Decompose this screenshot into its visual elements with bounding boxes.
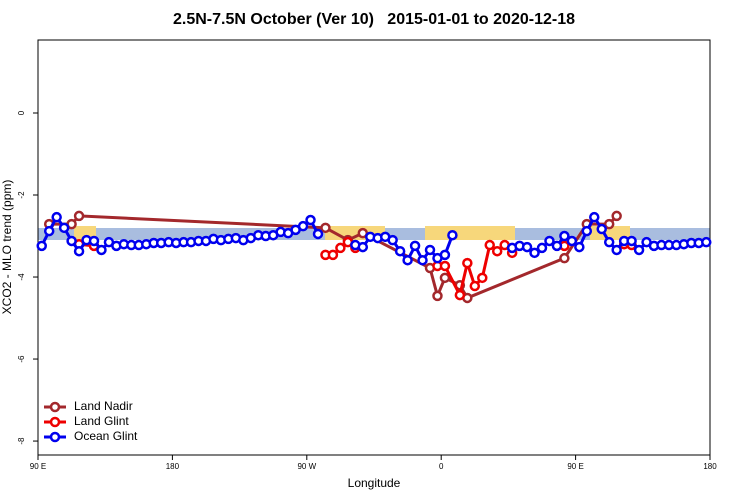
point (603, 218, 615, 230)
point (402, 254, 413, 266)
point (409, 240, 421, 252)
point (357, 241, 369, 253)
point (88, 235, 100, 247)
legend-marker (49, 416, 61, 428)
point (43, 225, 55, 237)
x-tick-label: 90 E (567, 462, 583, 471)
point (596, 223, 607, 235)
point (96, 244, 107, 256)
x-tick-label: 0 (439, 462, 444, 471)
point (335, 242, 346, 254)
point (477, 272, 488, 284)
point (559, 230, 570, 242)
point (36, 240, 47, 252)
land-band (425, 226, 515, 240)
land-band (74, 226, 96, 240)
point (439, 260, 451, 272)
legend-marker (49, 431, 61, 443)
point (611, 210, 622, 222)
point (633, 244, 645, 256)
point (491, 245, 503, 257)
y-tick-label: -4 (17, 273, 26, 281)
y-tick-label: -8 (17, 437, 26, 445)
point (424, 244, 436, 256)
point (320, 222, 331, 234)
x-tick-label: 90 E (30, 462, 46, 471)
y-tick-label: 0 (17, 110, 26, 115)
point (544, 235, 555, 247)
point (521, 241, 533, 253)
point (73, 210, 85, 222)
x-axis-label: Longitude (348, 476, 401, 490)
y-tick-label: -6 (17, 355, 26, 363)
x-tick-label: 180 (166, 462, 180, 471)
point (417, 254, 428, 266)
point (454, 289, 466, 301)
point (529, 247, 540, 259)
point (701, 236, 712, 248)
point (574, 241, 585, 253)
point (551, 240, 563, 252)
x-tick-label: 180 (703, 462, 717, 471)
chart-title: 2.5N-7.5N October (Ver 10) 2015-01-01 to… (173, 11, 575, 28)
x-tick-label: 90 W (297, 462, 316, 471)
legend-label: Land Nadir (74, 399, 133, 413)
point (327, 249, 339, 261)
point (559, 252, 570, 264)
point (603, 236, 615, 248)
point (432, 290, 443, 302)
point (439, 272, 451, 284)
point (387, 234, 398, 246)
point (626, 235, 637, 247)
point (312, 228, 324, 240)
point (394, 245, 406, 257)
legend-marker (49, 401, 61, 413)
point (536, 242, 548, 254)
point (469, 280, 481, 292)
point (462, 257, 473, 269)
legend-label: Ocean Glint (74, 429, 138, 443)
point (447, 229, 458, 241)
point (58, 222, 70, 234)
point (566, 235, 578, 247)
point (611, 244, 622, 256)
legend-label: Land Glint (74, 414, 129, 428)
point (589, 211, 600, 223)
point (73, 245, 85, 257)
point (305, 214, 316, 226)
point (484, 239, 495, 251)
point (581, 225, 593, 237)
y-axis-label: XCO2 - MLO trend (ppm) (0, 180, 14, 315)
point (51, 211, 62, 223)
point (439, 249, 451, 261)
point (66, 235, 77, 247)
y-tick-label: -2 (17, 191, 26, 199)
point (297, 220, 309, 232)
